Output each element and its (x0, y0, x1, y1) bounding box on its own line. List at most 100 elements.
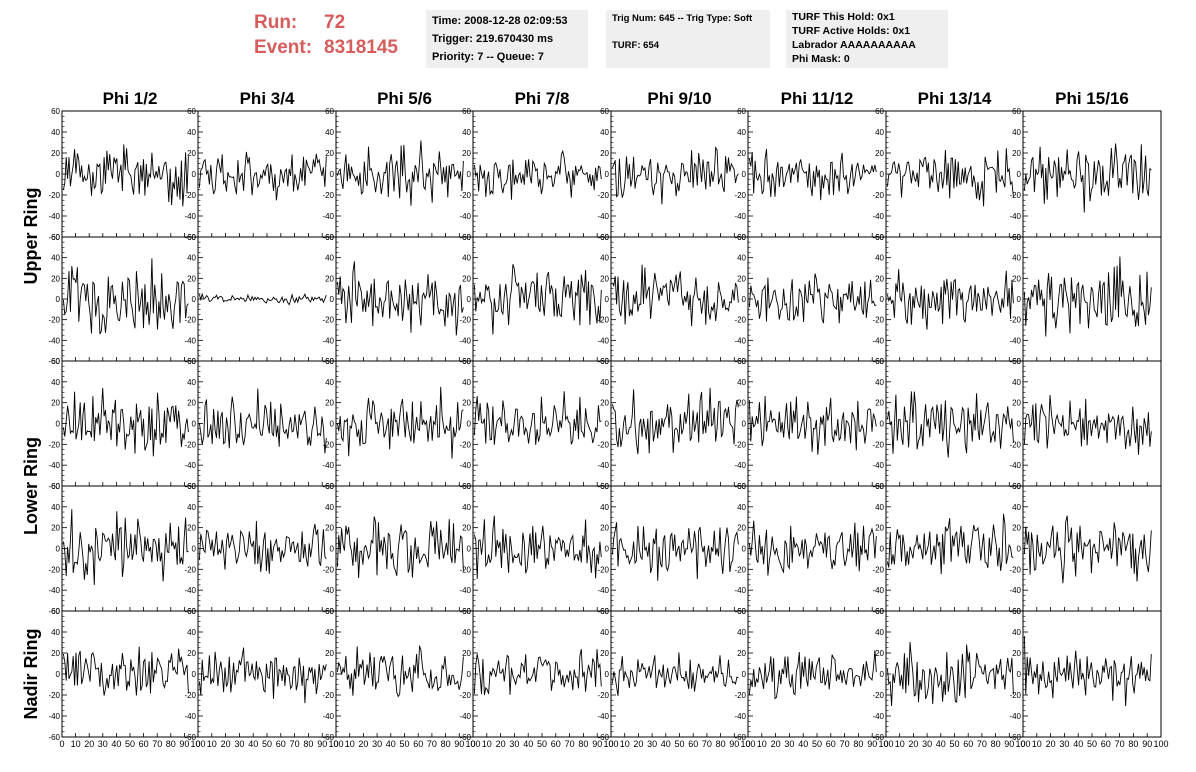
y-tick-label: -40 (322, 712, 334, 721)
y-tick-label: -60 (48, 607, 60, 616)
column-header: Phi 5/6 (377, 89, 432, 108)
x-tick-label: 40 (523, 739, 533, 749)
y-tick-label: -20 (184, 691, 196, 700)
waveform-line (62, 646, 189, 696)
y-tick-label: 40 (1012, 128, 1021, 137)
waveform-line (611, 522, 739, 581)
y-tick-label: -20 (734, 565, 746, 574)
plot-frame (472, 485, 612, 612)
waveform-line (611, 387, 739, 455)
y-tick-label: 0 (330, 295, 335, 304)
y-tick-label: 60 (1012, 107, 1021, 116)
ring-label: Upper Ring (21, 188, 41, 285)
waveform-line (748, 650, 877, 700)
x-tick-label: 100 (465, 739, 480, 749)
y-tick-label: -40 (48, 336, 60, 345)
x-tick-label: 70 (565, 739, 575, 749)
run-value: 72 (324, 12, 346, 33)
y-tick-label: 40 (600, 378, 609, 387)
x-tick-label: 60 (276, 739, 286, 749)
x-tick-label: 100 (740, 739, 755, 749)
y-tick-label: -40 (184, 586, 196, 595)
waveform-line (473, 391, 602, 445)
waveform-line (1023, 143, 1152, 213)
y-tick-label: -40 (184, 336, 196, 345)
y-tick-label: -20 (322, 316, 334, 325)
y-tick-label: 0 (880, 420, 885, 429)
y-tick-label: 40 (51, 628, 60, 637)
y-tick-label: 40 (600, 628, 609, 637)
y-tick-label: 20 (875, 524, 884, 533)
turf-active-text: TURF Active Holds: 0x1 (792, 25, 911, 37)
turf-text: TURF: 654 (612, 40, 659, 51)
x-tick-label: 10 (757, 739, 767, 749)
y-tick-label: 20 (1012, 274, 1021, 283)
y-tick-label: 60 (1012, 607, 1021, 616)
y-tick-label: 0 (467, 420, 472, 429)
y-tick-label: 40 (187, 628, 196, 637)
y-tick-label: -40 (48, 461, 60, 470)
y-tick-label: 20 (600, 399, 609, 408)
y-tick-label: 60 (737, 233, 746, 242)
x-tick-label: 80 (1128, 739, 1138, 749)
y-tick-label: -40 (597, 212, 609, 221)
y-tick-label: 0 (467, 295, 472, 304)
y-tick-label: -60 (48, 233, 60, 242)
y-tick-label: 0 (605, 670, 610, 679)
x-tick-label: 40 (1073, 739, 1083, 749)
y-tick-label: 20 (462, 649, 471, 658)
y-tick-label: -40 (184, 212, 196, 221)
event-label: Event: (254, 37, 313, 58)
x-tick-label: 90 (179, 739, 189, 749)
x-tick-label: 10 (895, 739, 905, 749)
y-tick-label: 60 (600, 482, 609, 491)
y-tick-label: -20 (872, 565, 884, 574)
x-tick-label: 50 (949, 739, 959, 749)
y-tick-label: -20 (184, 316, 196, 325)
x-tick-label: 30 (509, 739, 519, 749)
y-tick-label: -20 (184, 565, 196, 574)
y-tick-label: -20 (872, 191, 884, 200)
y-tick-label: 60 (462, 357, 471, 366)
y-tick-label: 40 (875, 503, 884, 512)
x-tick-label: 20 (1046, 739, 1056, 749)
plot-frame (1022, 236, 1162, 362)
y-tick-label: -40 (734, 461, 746, 470)
y-tick-label: 60 (462, 482, 471, 491)
x-tick-label: 80 (991, 739, 1001, 749)
y-tick-label: 40 (462, 628, 471, 637)
y-tick-label: -40 (734, 586, 746, 595)
x-tick-label: 0 (470, 739, 475, 749)
y-tick-label: -40 (459, 336, 471, 345)
y-tick-label: 20 (600, 149, 609, 158)
y-tick-label: -20 (184, 440, 196, 449)
x-tick-label: 90 (454, 739, 464, 749)
y-tick-label: 20 (51, 149, 60, 158)
x-tick-label: 10 (482, 739, 492, 749)
x-tick-label: 50 (537, 739, 547, 749)
y-tick-label: -60 (322, 733, 334, 742)
y-tick-label: 0 (880, 545, 885, 554)
y-tick-label: 20 (51, 649, 60, 658)
y-tick-label: 20 (737, 649, 746, 658)
y-tick-label: -20 (322, 565, 334, 574)
y-tick-label: 20 (600, 524, 609, 533)
y-tick-label: 0 (467, 170, 472, 179)
y-tick-label: 60 (737, 607, 746, 616)
y-tick-label: 40 (325, 254, 334, 263)
y-tick-label: 20 (737, 524, 746, 533)
y-tick-label: 0 (1017, 670, 1022, 679)
y-tick-label: 40 (875, 628, 884, 637)
y-tick-label: 60 (325, 233, 334, 242)
y-tick-label: 20 (875, 399, 884, 408)
x-tick-label: 100 (1015, 739, 1030, 749)
y-tick-label: 0 (880, 670, 885, 679)
y-tick-label: 20 (875, 274, 884, 283)
y-tick-label: 60 (875, 107, 884, 116)
y-tick-label: 40 (187, 378, 196, 387)
x-tick-label: 100 (328, 739, 343, 749)
y-tick-label: 40 (600, 254, 609, 263)
y-tick-label: 60 (187, 357, 196, 366)
x-tick-label: 20 (771, 739, 781, 749)
y-tick-label: -20 (1009, 565, 1021, 574)
